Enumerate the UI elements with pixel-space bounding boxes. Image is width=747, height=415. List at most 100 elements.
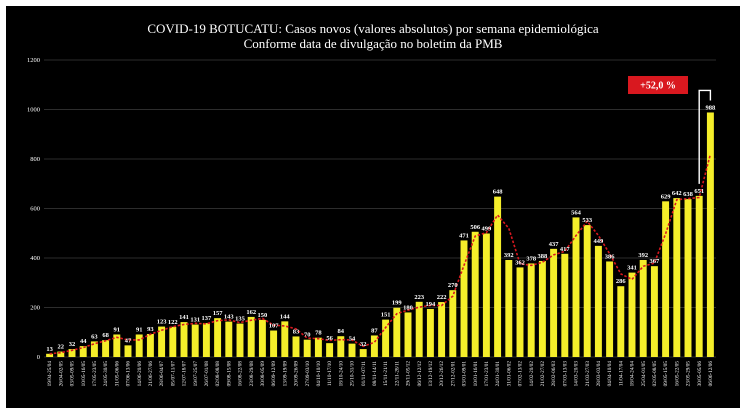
x-tick-label: 24/05-30/05 <box>103 361 109 387</box>
bar <box>404 312 412 357</box>
bar <box>460 240 468 357</box>
x-tick-label: 11/10-17/10 <box>327 361 333 387</box>
bar <box>79 346 87 357</box>
bar <box>158 326 166 357</box>
y-tick-label: 800 <box>30 156 40 163</box>
bar <box>550 248 558 357</box>
x-tick-label: 17/05-23/05 <box>92 361 98 387</box>
x-tick-label: 03/01-09/01 <box>462 361 468 387</box>
data-label: 68 <box>102 332 109 339</box>
x-tick-label: 18/04-24/04 <box>630 361 636 387</box>
x-tick-label: 14/02-20/02 <box>529 361 535 387</box>
x-tick-label: 21/06-27/06 <box>148 361 154 387</box>
x-tick-label: 02/08-08/08 <box>215 361 221 387</box>
annotation-bracket <box>698 89 712 184</box>
bar <box>370 335 378 357</box>
data-label: 137 <box>202 315 213 322</box>
bar <box>494 196 502 357</box>
data-label: 54 <box>349 336 356 343</box>
bar <box>314 337 322 357</box>
x-tick-label: 12/07-18/07 <box>182 361 188 387</box>
bar <box>594 245 602 357</box>
data-label: 83 <box>293 328 300 335</box>
bar <box>695 195 703 357</box>
data-label: 629 <box>661 193 672 200</box>
bar <box>68 349 76 357</box>
x-tick-label: 10/01-16/01 <box>473 361 479 387</box>
bar <box>617 286 625 357</box>
x-tick-label: 06/12-12/12 <box>417 361 423 387</box>
x-tick-label: 28/02-06/03 <box>551 361 557 387</box>
data-label: 162 <box>246 309 256 316</box>
bar <box>348 343 356 357</box>
x-tick-label: 30/08-05/09 <box>260 361 266 387</box>
bar <box>393 307 401 357</box>
data-label: 222 <box>437 294 447 301</box>
bar <box>292 336 300 357</box>
data-label: 70 <box>304 332 311 339</box>
bar <box>359 349 367 357</box>
bar <box>337 336 345 357</box>
x-tick-label: 14/03-20/03 <box>574 361 580 387</box>
x-tick-label: 30/05-05/06 <box>697 361 703 387</box>
x-tick-label: 31/05-06/06 <box>114 361 120 387</box>
data-label: 437 <box>549 241 560 248</box>
data-label: 638 <box>683 191 694 198</box>
x-tick-label: 23/08-29/08 <box>249 361 255 387</box>
data-label: 84 <box>338 328 345 335</box>
bar <box>449 290 457 357</box>
x-tick-label: 13/09-19/09 <box>282 361 288 387</box>
data-label: 144 <box>280 313 291 320</box>
bar <box>438 302 446 357</box>
x-tick-label: 17/01-23/01 <box>484 361 490 387</box>
data-label: 78 <box>315 330 322 337</box>
data-label: 135 <box>235 316 246 323</box>
y-tick-label: 1000 <box>27 107 40 114</box>
y-tick-label: 0 <box>37 354 40 361</box>
x-tick-label: 09/08-15/08 <box>226 361 232 387</box>
x-tick-label: 07/03-13/03 <box>562 361 568 387</box>
y-tick-label: 1200 <box>27 57 40 64</box>
bar <box>527 263 535 357</box>
x-tick-label: 21/03-27/03 <box>585 361 591 387</box>
data-label: 533 <box>582 217 593 224</box>
bar <box>572 217 580 357</box>
annotation-badge <box>628 76 688 94</box>
data-label: 63 <box>91 333 98 340</box>
x-tick-label: 25/04-01/05 <box>641 361 647 387</box>
y-tick-label: 600 <box>30 206 40 213</box>
x-tick-label: 06/09-12/09 <box>271 361 277 387</box>
bar <box>146 333 154 357</box>
bar <box>326 343 334 357</box>
bar <box>113 334 121 357</box>
bar <box>382 319 390 357</box>
x-tick-label: 01/11-07/11 <box>361 361 367 386</box>
data-label: 151 <box>381 312 391 319</box>
bar <box>124 345 132 357</box>
data-label: 32 <box>360 341 367 348</box>
bar <box>673 198 681 357</box>
x-tick-label: 03/05-09/05 <box>70 361 76 387</box>
data-label: 131 <box>190 317 200 324</box>
bar <box>258 319 266 357</box>
bar <box>102 340 110 357</box>
x-tick-label: 26/07-01/08 <box>204 361 210 387</box>
data-label: 122 <box>168 319 178 326</box>
data-label: 362 <box>515 259 525 266</box>
data-label: 32 <box>69 341 76 348</box>
data-label: 988 <box>706 104 717 111</box>
x-tick-label: 22/11-28/11 <box>394 361 400 386</box>
data-label: 392 <box>504 252 514 259</box>
x-tick-label: 04/04-10/04 <box>607 361 613 387</box>
bar <box>57 351 65 357</box>
data-label: 93 <box>147 326 154 333</box>
bar <box>482 233 490 357</box>
data-label: 651 <box>694 188 704 195</box>
data-label: 417 <box>560 246 571 253</box>
x-tick-label: 21/02-27/02 <box>540 361 546 387</box>
chart-frame: COVID-19 BOTUCATU: Casos novos (valores … <box>6 6 740 408</box>
x-tick-label: 05/07-11/07 <box>170 361 176 387</box>
bar <box>202 323 210 357</box>
bar <box>583 225 591 357</box>
bar <box>628 272 636 357</box>
